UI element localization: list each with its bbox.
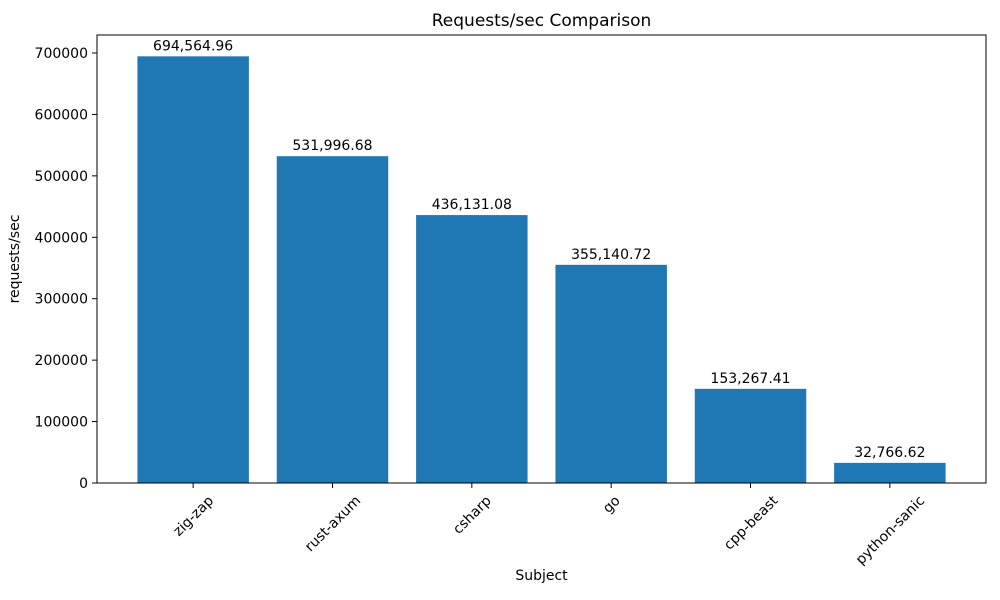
plot-border [96, 34, 987, 484]
bar-value-label: 436,131.08 [432, 197, 512, 213]
bar-value-label: 531,996.68 [292, 138, 372, 154]
y-tick-label: 700000 [35, 46, 88, 62]
bar-python-sanic [834, 462, 946, 483]
y-tick-label: 300000 [35, 292, 88, 308]
y-tick-label: 600000 [35, 107, 88, 123]
bar-value-label: 153,267.41 [710, 371, 790, 387]
x-tick-label: rust-axum [302, 493, 364, 555]
y-tick-label: 200000 [35, 353, 88, 369]
bar-value-label: 32,766.62 [854, 445, 925, 461]
bar-value-label: 694,564.96 [153, 38, 233, 54]
x-axis-label: Subject [515, 568, 568, 584]
x-tick-label: python-sanic [853, 493, 928, 568]
y-tick-label: 500000 [35, 169, 88, 185]
x-tick-label: cpp-beast [721, 493, 782, 554]
y-tick-label: 400000 [35, 230, 88, 246]
x-tick-label: go [600, 493, 624, 517]
y-tick-label: 100000 [35, 415, 88, 431]
chart-title: Requests/sec Comparison [431, 11, 652, 31]
bar-zig-zap [137, 56, 249, 483]
bar-rust-axum [276, 156, 389, 483]
x-tick-label: zig-zap [170, 493, 217, 540]
bar-cpp-beast [694, 388, 807, 483]
x-tick-label: csharp [450, 493, 495, 538]
bar-csharp [416, 215, 528, 484]
bar-value-label: 355,140.72 [571, 247, 651, 263]
y-tick-label: 0 [79, 476, 88, 492]
bar-go [555, 264, 667, 483]
